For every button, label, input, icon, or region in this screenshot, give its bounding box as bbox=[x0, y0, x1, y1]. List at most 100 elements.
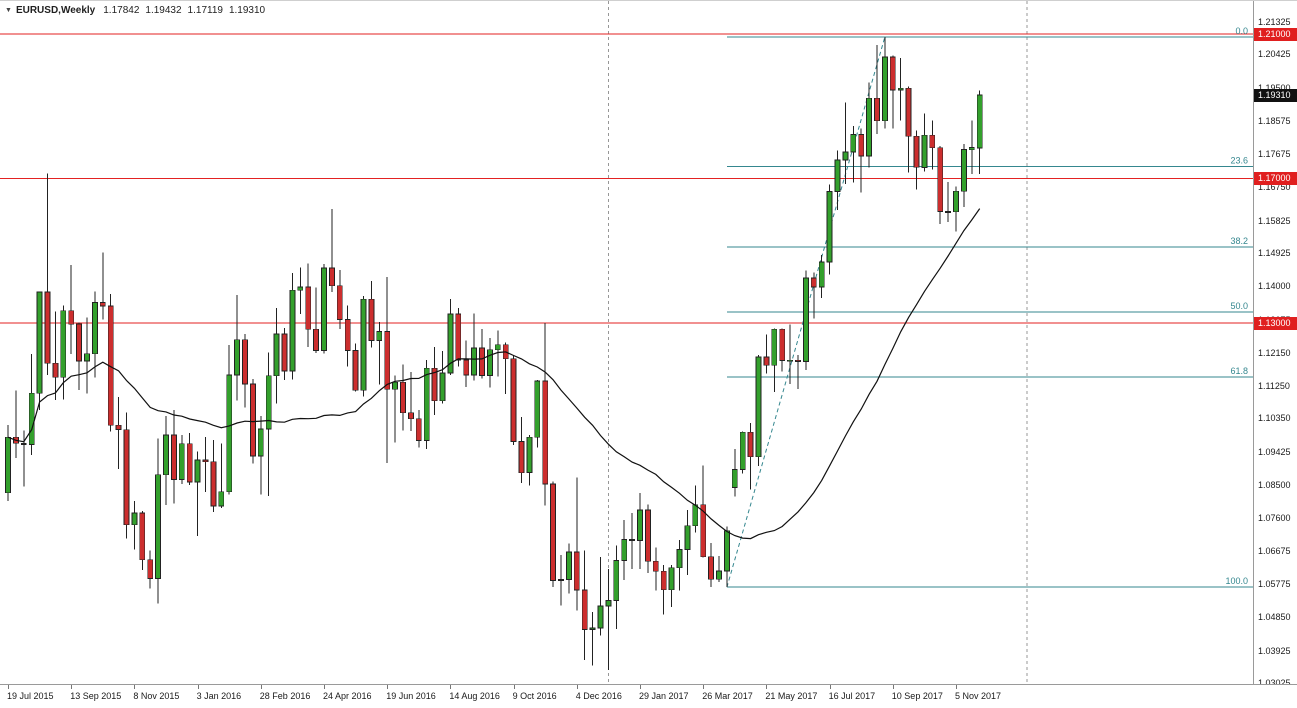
candle bbox=[328, 267, 335, 287]
candle bbox=[131, 512, 138, 526]
ohlc-high: 1.19432 bbox=[145, 5, 182, 16]
candle bbox=[265, 375, 272, 430]
candle bbox=[431, 367, 438, 402]
candle bbox=[115, 424, 122, 430]
time-tick-mark bbox=[703, 685, 705, 689]
candle bbox=[889, 56, 896, 91]
price-tick-label: 1.15825 bbox=[1258, 215, 1291, 226]
candle bbox=[708, 556, 714, 580]
candle bbox=[597, 605, 604, 629]
candle bbox=[44, 291, 51, 364]
candle bbox=[637, 509, 643, 541]
candle bbox=[716, 570, 722, 580]
chart-canvas[interactable]: 0.0 23.6 38.2 50.0 61.8 100.0 bbox=[0, 1, 1253, 684]
candle bbox=[573, 551, 580, 591]
candles-layer bbox=[5, 36, 983, 670]
candlestick-chart[interactable]: 0.0 23.6 38.2 50.0 61.8 100.0 bbox=[0, 1, 1253, 684]
candle bbox=[795, 359, 801, 362]
candle bbox=[589, 627, 596, 630]
price-level-badge: 1.21000 bbox=[1254, 27, 1297, 41]
candle bbox=[558, 579, 564, 581]
candle bbox=[494, 344, 501, 351]
candle bbox=[313, 328, 320, 351]
candle bbox=[463, 359, 470, 376]
price-tick-label: 1.03925 bbox=[1258, 645, 1291, 656]
price-tick-label: 1.20425 bbox=[1258, 49, 1291, 60]
date-tick-label: 21 May 2017 bbox=[765, 691, 818, 701]
date-tick-label: 26 Mar 2017 bbox=[702, 691, 753, 701]
candle bbox=[976, 94, 983, 149]
price-tick-label: 1.10350 bbox=[1258, 413, 1291, 424]
horizontal-price-lines[interactable] bbox=[0, 33, 1253, 324]
candle bbox=[850, 133, 857, 153]
candle bbox=[92, 302, 98, 355]
candle bbox=[99, 302, 106, 307]
price-tick-label: 1.05775 bbox=[1258, 578, 1291, 589]
chevron-down-icon[interactable]: ▼ bbox=[5, 7, 12, 14]
candle bbox=[68, 310, 75, 325]
candle bbox=[834, 159, 841, 192]
candle bbox=[621, 539, 628, 561]
time-tick-mark bbox=[197, 685, 199, 689]
candle bbox=[163, 434, 169, 476]
candle bbox=[400, 381, 406, 414]
time-axis[interactable]: 19 Jul 2015 13 Sep 2015 8 Nov 2015 3 Jan 20… bbox=[0, 684, 1297, 708]
candle bbox=[123, 429, 130, 526]
current-price-badge: 1.19310 bbox=[1254, 88, 1297, 102]
candle bbox=[684, 525, 691, 550]
candle bbox=[218, 491, 225, 507]
candle bbox=[242, 339, 248, 385]
candle bbox=[747, 431, 754, 458]
price-tick-label: 1.18575 bbox=[1258, 116, 1291, 127]
candle bbox=[273, 333, 280, 377]
candle bbox=[858, 133, 865, 157]
candle bbox=[423, 367, 430, 441]
time-tick-mark bbox=[324, 685, 325, 689]
fib-level-label: 38.2 bbox=[1230, 236, 1248, 246]
price-tick-label: 1.17675 bbox=[1258, 148, 1291, 159]
ohlc-open: 1.17842 bbox=[103, 5, 140, 16]
candle bbox=[652, 560, 659, 572]
fib-level-label: 0.0 bbox=[1235, 26, 1248, 36]
candle bbox=[550, 483, 556, 581]
fib-level-label: 50.0 bbox=[1230, 301, 1248, 311]
price-tick-label: 1.21325 bbox=[1258, 16, 1291, 27]
candle bbox=[194, 459, 201, 483]
candle bbox=[170, 434, 177, 480]
time-tick-mark bbox=[387, 685, 389, 689]
price-axis[interactable]: 1.21325 1.20425 1.19500 1.18575 1.17675 1.167… bbox=[1253, 1, 1297, 684]
candle bbox=[581, 589, 588, 630]
candle bbox=[842, 151, 849, 161]
time-tick-mark bbox=[8, 685, 9, 689]
fib-anchor-line bbox=[726, 36, 886, 588]
candle bbox=[818, 261, 825, 288]
candle bbox=[336, 285, 343, 320]
candle bbox=[566, 551, 572, 580]
candle bbox=[28, 392, 35, 445]
time-tick-mark bbox=[829, 685, 831, 689]
candle bbox=[76, 323, 82, 362]
time-tick-mark bbox=[260, 685, 262, 689]
candle bbox=[676, 549, 683, 569]
candle bbox=[439, 372, 446, 402]
candle bbox=[937, 147, 944, 212]
candle bbox=[605, 600, 612, 607]
candle bbox=[321, 267, 327, 351]
candle bbox=[629, 539, 635, 542]
candle bbox=[660, 570, 667, 591]
fibonacci-retracement[interactable]: 0.0 23.6 38.2 50.0 61.8 100.0 bbox=[726, 26, 1253, 588]
candle bbox=[20, 442, 27, 445]
candle bbox=[897, 87, 904, 91]
price-tick-label: 1.19500 bbox=[1254, 83, 1297, 94]
candle bbox=[147, 559, 154, 579]
price-tick-label: 1.14925 bbox=[1258, 248, 1291, 258]
fib-level-label: 100.0 bbox=[1225, 576, 1248, 586]
time-tick-mark bbox=[640, 685, 641, 689]
price-tick-label: 1.06675 bbox=[1258, 546, 1291, 557]
candle bbox=[455, 313, 462, 361]
time-tick-mark bbox=[134, 685, 136, 689]
candle bbox=[510, 358, 517, 442]
candle bbox=[210, 461, 217, 507]
time-tick-mark bbox=[576, 685, 578, 689]
